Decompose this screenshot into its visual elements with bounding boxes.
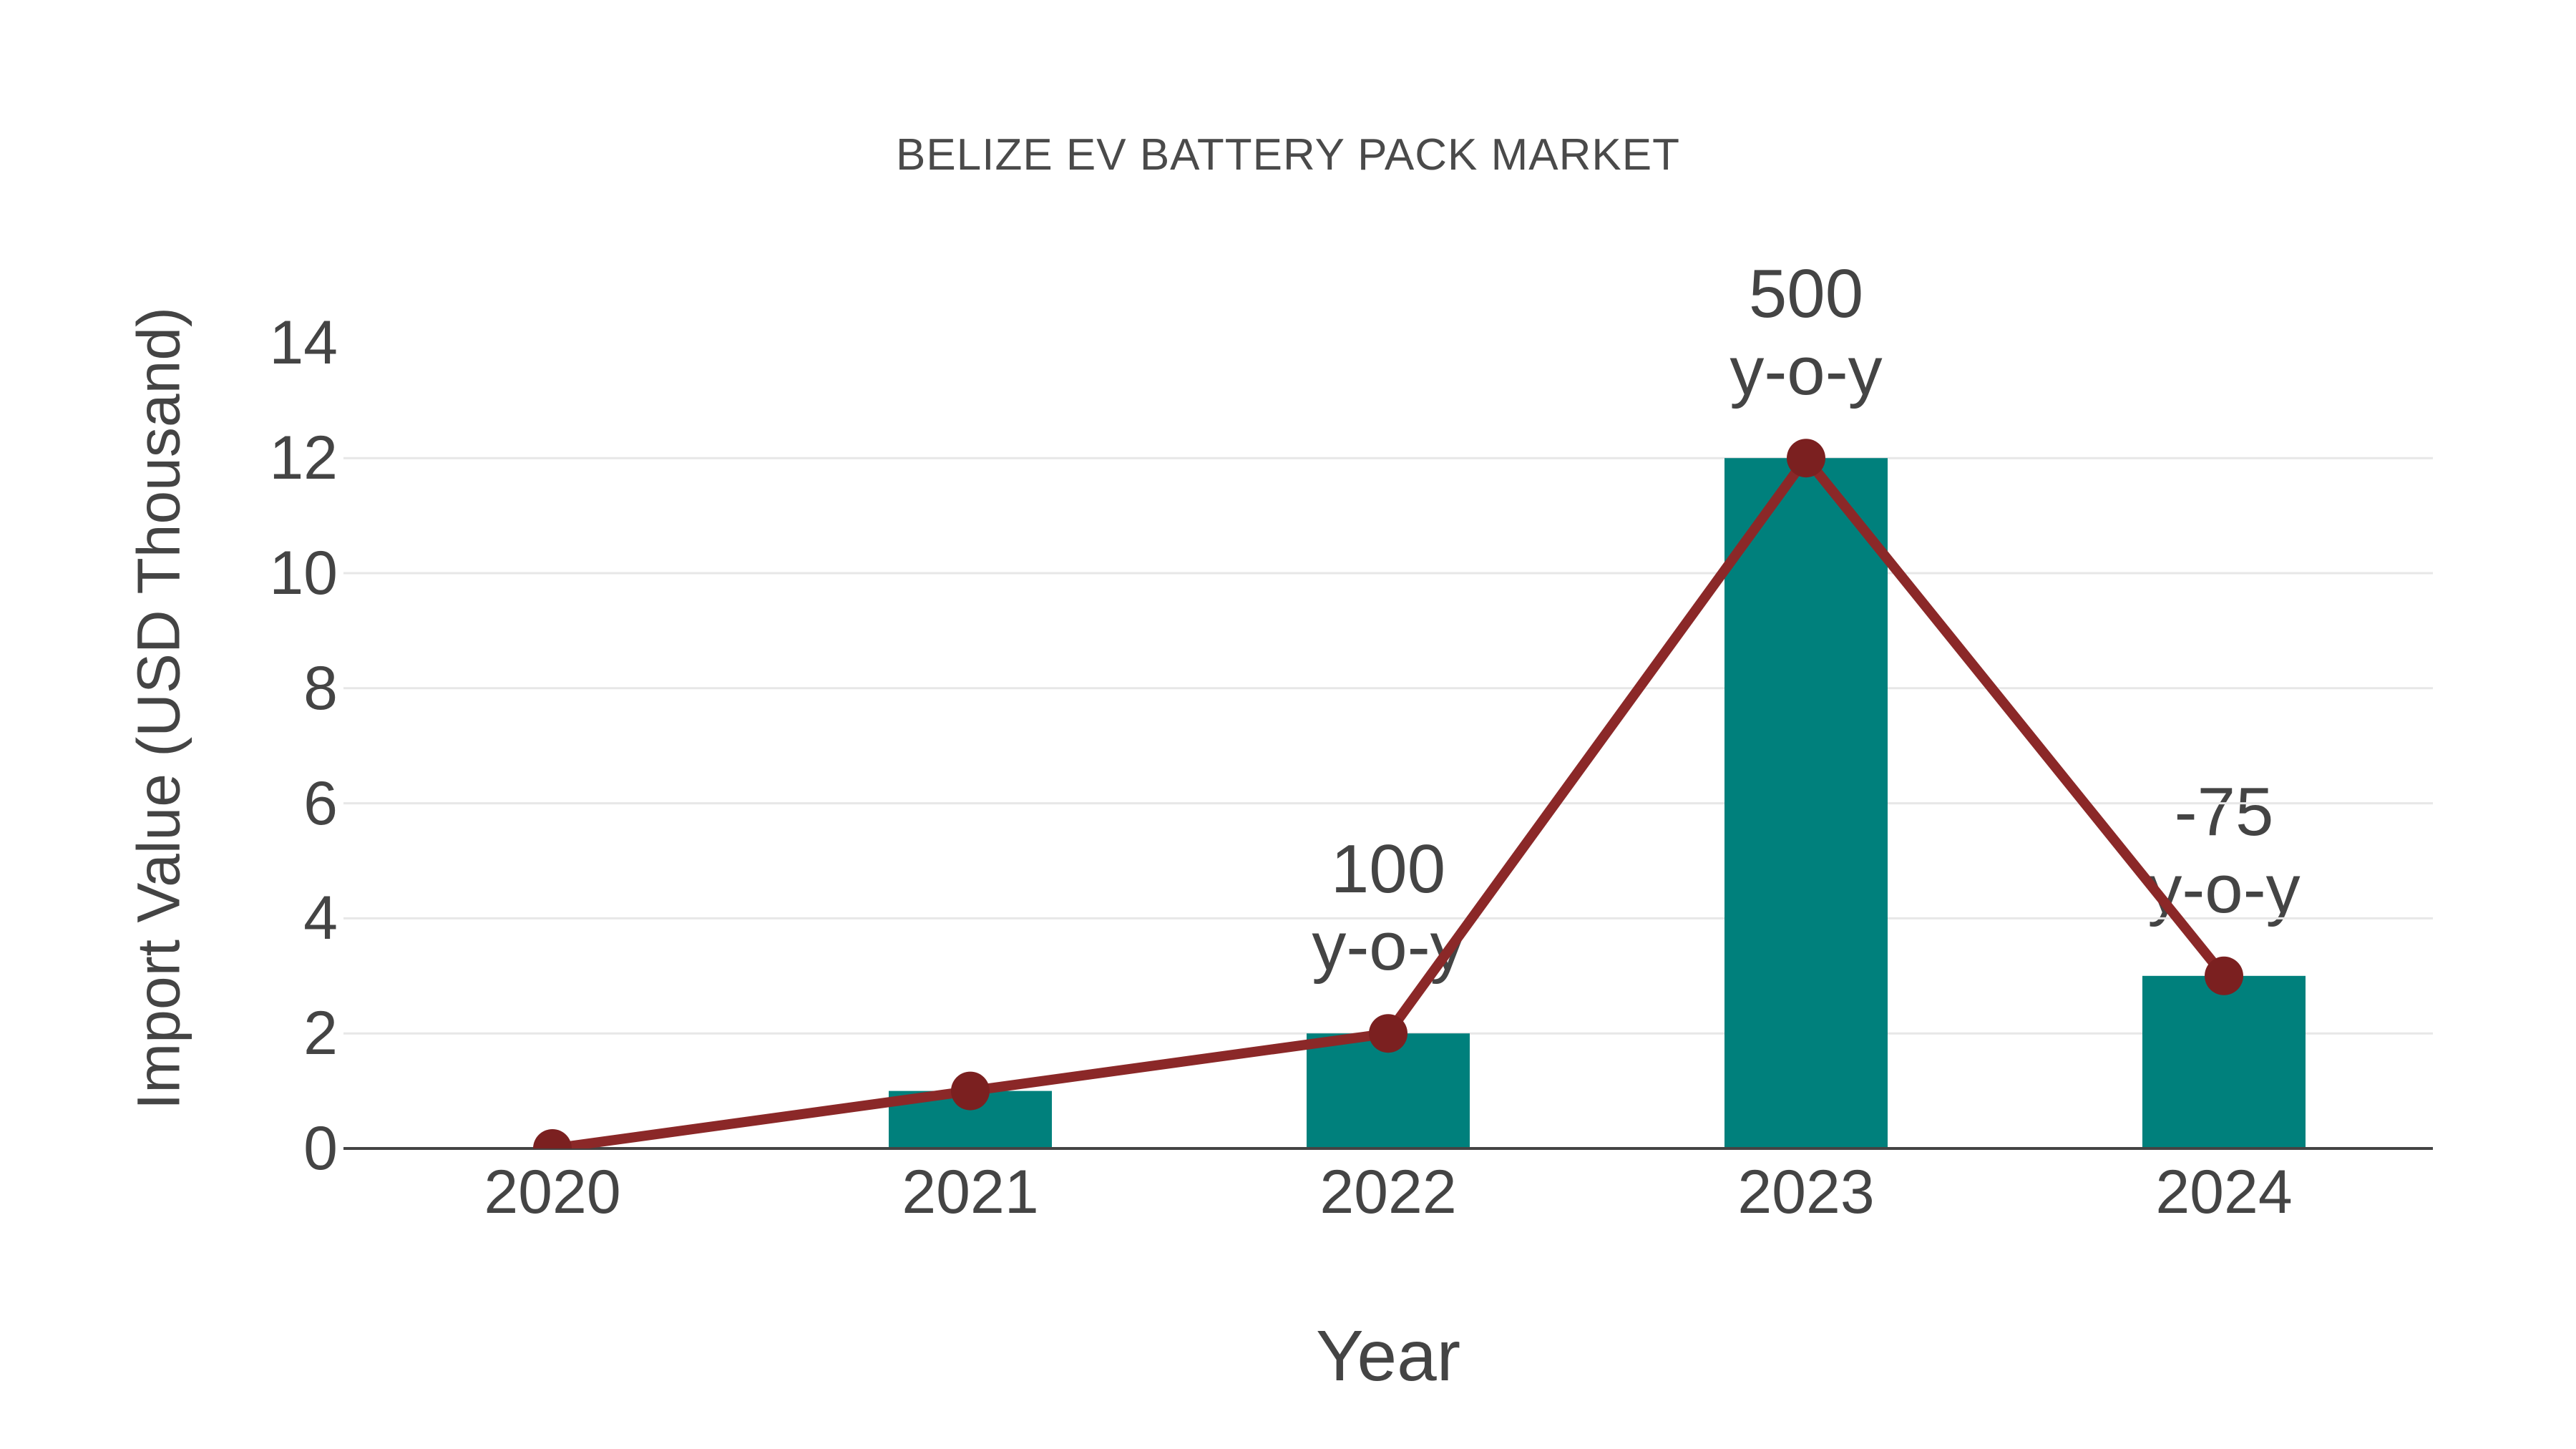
- annotation-2022: 100 y-o-y: [1312, 831, 1464, 985]
- x-axis-title: Year: [1315, 1316, 1461, 1396]
- y-tick-label-4: 4: [303, 884, 338, 952]
- annotation-suffix: y-o-y: [1312, 908, 1465, 985]
- data-point-marker-2020: [533, 1129, 572, 1148]
- y-tick-label-12: 12: [269, 424, 338, 492]
- data-point-marker-2023: [1787, 439, 1825, 478]
- annotation-value: 500: [1748, 255, 1864, 333]
- y-tick-label-0: 0: [303, 1114, 338, 1183]
- y-tick-label-2: 2: [303, 999, 338, 1068]
- y-tick-label-10: 10: [269, 539, 338, 608]
- annotation-2023: 500 y-o-y: [1729, 255, 1882, 410]
- bar-2023: [1724, 458, 1888, 1148]
- x-tick-label-2020: 2020: [484, 1158, 621, 1226]
- x-tick-label-2023: 2023: [1737, 1158, 1875, 1226]
- bar-2024: [2142, 975, 2306, 1148]
- y-tick-label-6: 6: [303, 769, 338, 838]
- x-tick-label-2022: 2022: [1319, 1158, 1457, 1226]
- data-point-marker-2021: [951, 1071, 990, 1111]
- y-tick-label-8: 8: [303, 654, 338, 723]
- annotation-value: 100: [1330, 831, 1446, 908]
- annotation-value: -75: [2174, 773, 2274, 850]
- data-point-marker-2024: [2205, 956, 2243, 995]
- y-tick-label-14: 14: [269, 308, 338, 377]
- data-point-marker-2022: [1369, 1014, 1407, 1053]
- x-tick-label-2024: 2024: [2155, 1158, 2293, 1226]
- x-tick-label-2021: 2021: [902, 1158, 1039, 1226]
- chart-title: BELIZE EV BATTERY PACK MARKET: [896, 130, 1680, 180]
- annotation-suffix: y-o-y: [1729, 333, 1883, 410]
- trend-line-group: [533, 439, 2243, 1148]
